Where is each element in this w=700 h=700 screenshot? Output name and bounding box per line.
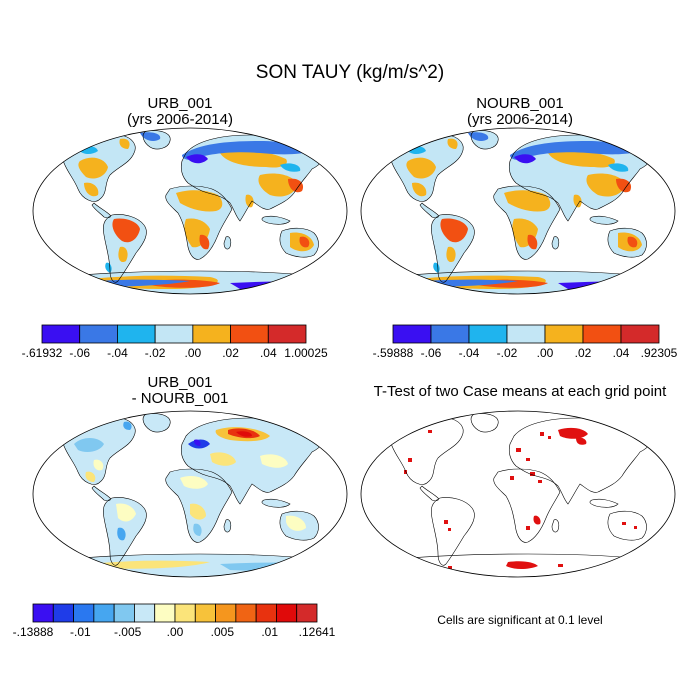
panel-urb-title-line1: URB_001 [147,95,213,112]
colorbar-nourb-box [544,324,584,344]
panel-nourb-title: NOURB_001 (yrs 2006-2014) [400,96,640,128]
colorbar-diff-box [154,603,176,623]
colorbar-urb-box [41,324,81,344]
panel-urb-title-line2: (yrs 2006-2014) [127,111,233,128]
colorbar-diff-box [32,603,54,623]
colorbar-diff-tick-label: .00 [166,625,184,639]
colorbar-urb [41,324,307,344]
colorbar-diff-tick-label: .12641 [298,625,336,639]
colorbar-diff-box [194,603,216,623]
panel-diff-title: URB_001 - NOURB_001 [60,375,300,407]
colorbar-diff [32,603,318,623]
colorbar-diff-tick-label: .01 [261,625,278,639]
colorbar-nourb-tick-label: -.04 [458,346,480,360]
colorbar-diff-tick-label: -.005 [113,625,142,639]
colorbar-urb-tick-label: 1.00025 [284,346,328,360]
colorbar-nourb-box [430,324,470,344]
colorbar-diff-box [215,603,237,623]
map-urb [32,127,348,295]
colorbar-nourb-box [392,324,432,344]
colorbar-diff-tick-label: .005 [210,625,235,639]
colorbar-urb-tick-label: -.06 [69,346,91,360]
colorbar-diff-box [52,603,74,623]
colorbar-nourb-tick-label: .92305 [640,346,678,360]
colorbar-nourb-tick-label: .00 [536,346,554,360]
colorbar-diff-box [255,603,277,623]
colorbar-nourb-tick-label: .04 [612,346,630,360]
significance-note: Cells are significant at 0.1 level [437,613,603,627]
colorbar-diff-box [174,603,196,623]
colorbar-urb-box [230,324,269,344]
map-ttest [360,410,676,578]
colorbar-urb-tick-label: -.04 [107,346,128,360]
panel-nourb-title-line2: (yrs 2006-2014) [467,111,573,128]
colorbar-urb-tick-label: .02 [222,346,239,360]
colorbar-diff-box [134,603,156,623]
colorbar-diff-box [235,603,257,623]
colorbar-urb-box [154,324,194,344]
colorbar-diff-box [113,603,135,623]
colorbar-nourb-tick-label: -.59888 [372,346,414,360]
panel-nourb-title-line1: NOURB_001 [476,95,564,112]
colorbar-diff-box [73,603,95,623]
colorbar-urb-tick-label: .04 [259,346,277,360]
colorbar-diff-tick-label: -.01 [69,625,91,639]
colorbar-nourb-box [506,324,546,344]
map-diff [32,410,348,578]
panel-diff-title-line1: URB_001 [147,374,213,391]
colorbar-nourb-tick-label: -.06 [420,346,442,360]
colorbar-nourb [392,324,660,344]
colorbar-nourb-box [582,324,622,344]
colorbar-urb-box [117,324,156,344]
colorbar-urb-box [192,324,231,344]
colorbar-urb-box [267,324,307,344]
colorbar-urb-tick-label: .00 [184,346,202,360]
colorbar-urb-tick-label: -.61932 [21,346,63,360]
colorbar-diff-box [93,603,115,623]
map-nourb [360,127,676,295]
colorbar-diff-box [276,603,298,623]
panel-urb-title: URB_001 (yrs 2006-2014) [60,96,300,128]
panel-ttest-title: T-Test of two Case means at each grid po… [373,383,667,400]
colorbar-nourb-tick-label: -.02 [496,346,518,360]
figure-title: SON TAUY (kg/m/s^2) [255,62,445,83]
colorbar-diff-box [296,603,318,623]
colorbar-nourb-box [468,324,508,344]
colorbar-urb-box [79,324,118,344]
panel-diff-title-line2: - NOURB_001 [131,390,229,407]
colorbar-nourb-tick-label: .02 [574,346,592,360]
colorbar-diff-tick-label: -.13888 [12,625,54,639]
colorbar-nourb-box [620,324,660,344]
colorbar-urb-tick-label: -.02 [144,346,166,360]
